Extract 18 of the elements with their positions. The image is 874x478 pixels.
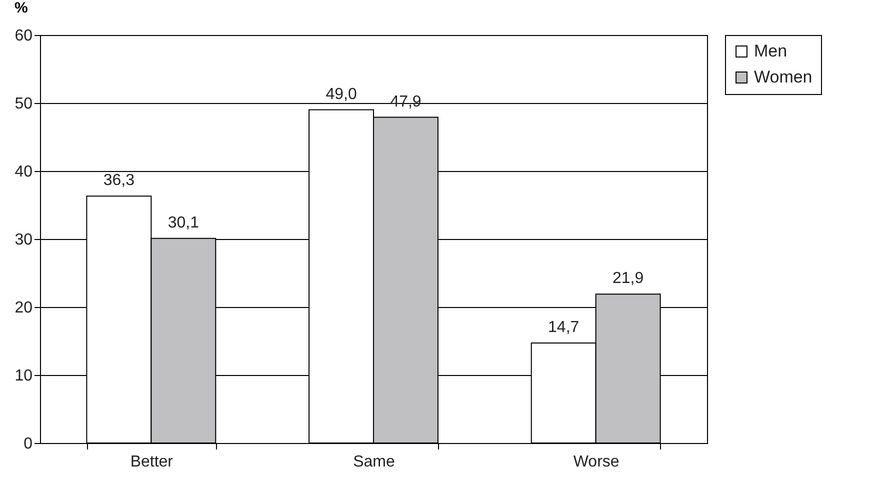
- y-tick-label: 20: [14, 300, 33, 316]
- y-tick-label: 40: [14, 164, 33, 180]
- data-label: 14,7: [548, 319, 580, 336]
- y-tick-label: 30: [14, 232, 33, 248]
- data-label: 49,0: [326, 86, 357, 103]
- y-tick-label: 0: [24, 436, 33, 452]
- y-axis-title: %: [14, 0, 28, 16]
- y-tick-label: 50: [14, 96, 33, 112]
- x-tick-label: Better: [130, 454, 174, 470]
- data-label: 36,3: [103, 172, 135, 190]
- legend-label: Women: [754, 68, 812, 86]
- y-tick-label: 60: [14, 28, 33, 44]
- y-tick-label: 10: [14, 368, 33, 384]
- legend-label: Men: [754, 42, 788, 60]
- x-tick-label: Same: [353, 454, 395, 470]
- data-label: 21,9: [612, 270, 644, 288]
- data-label: 30,1: [168, 214, 200, 232]
- x-tick-label: Worse: [573, 454, 620, 470]
